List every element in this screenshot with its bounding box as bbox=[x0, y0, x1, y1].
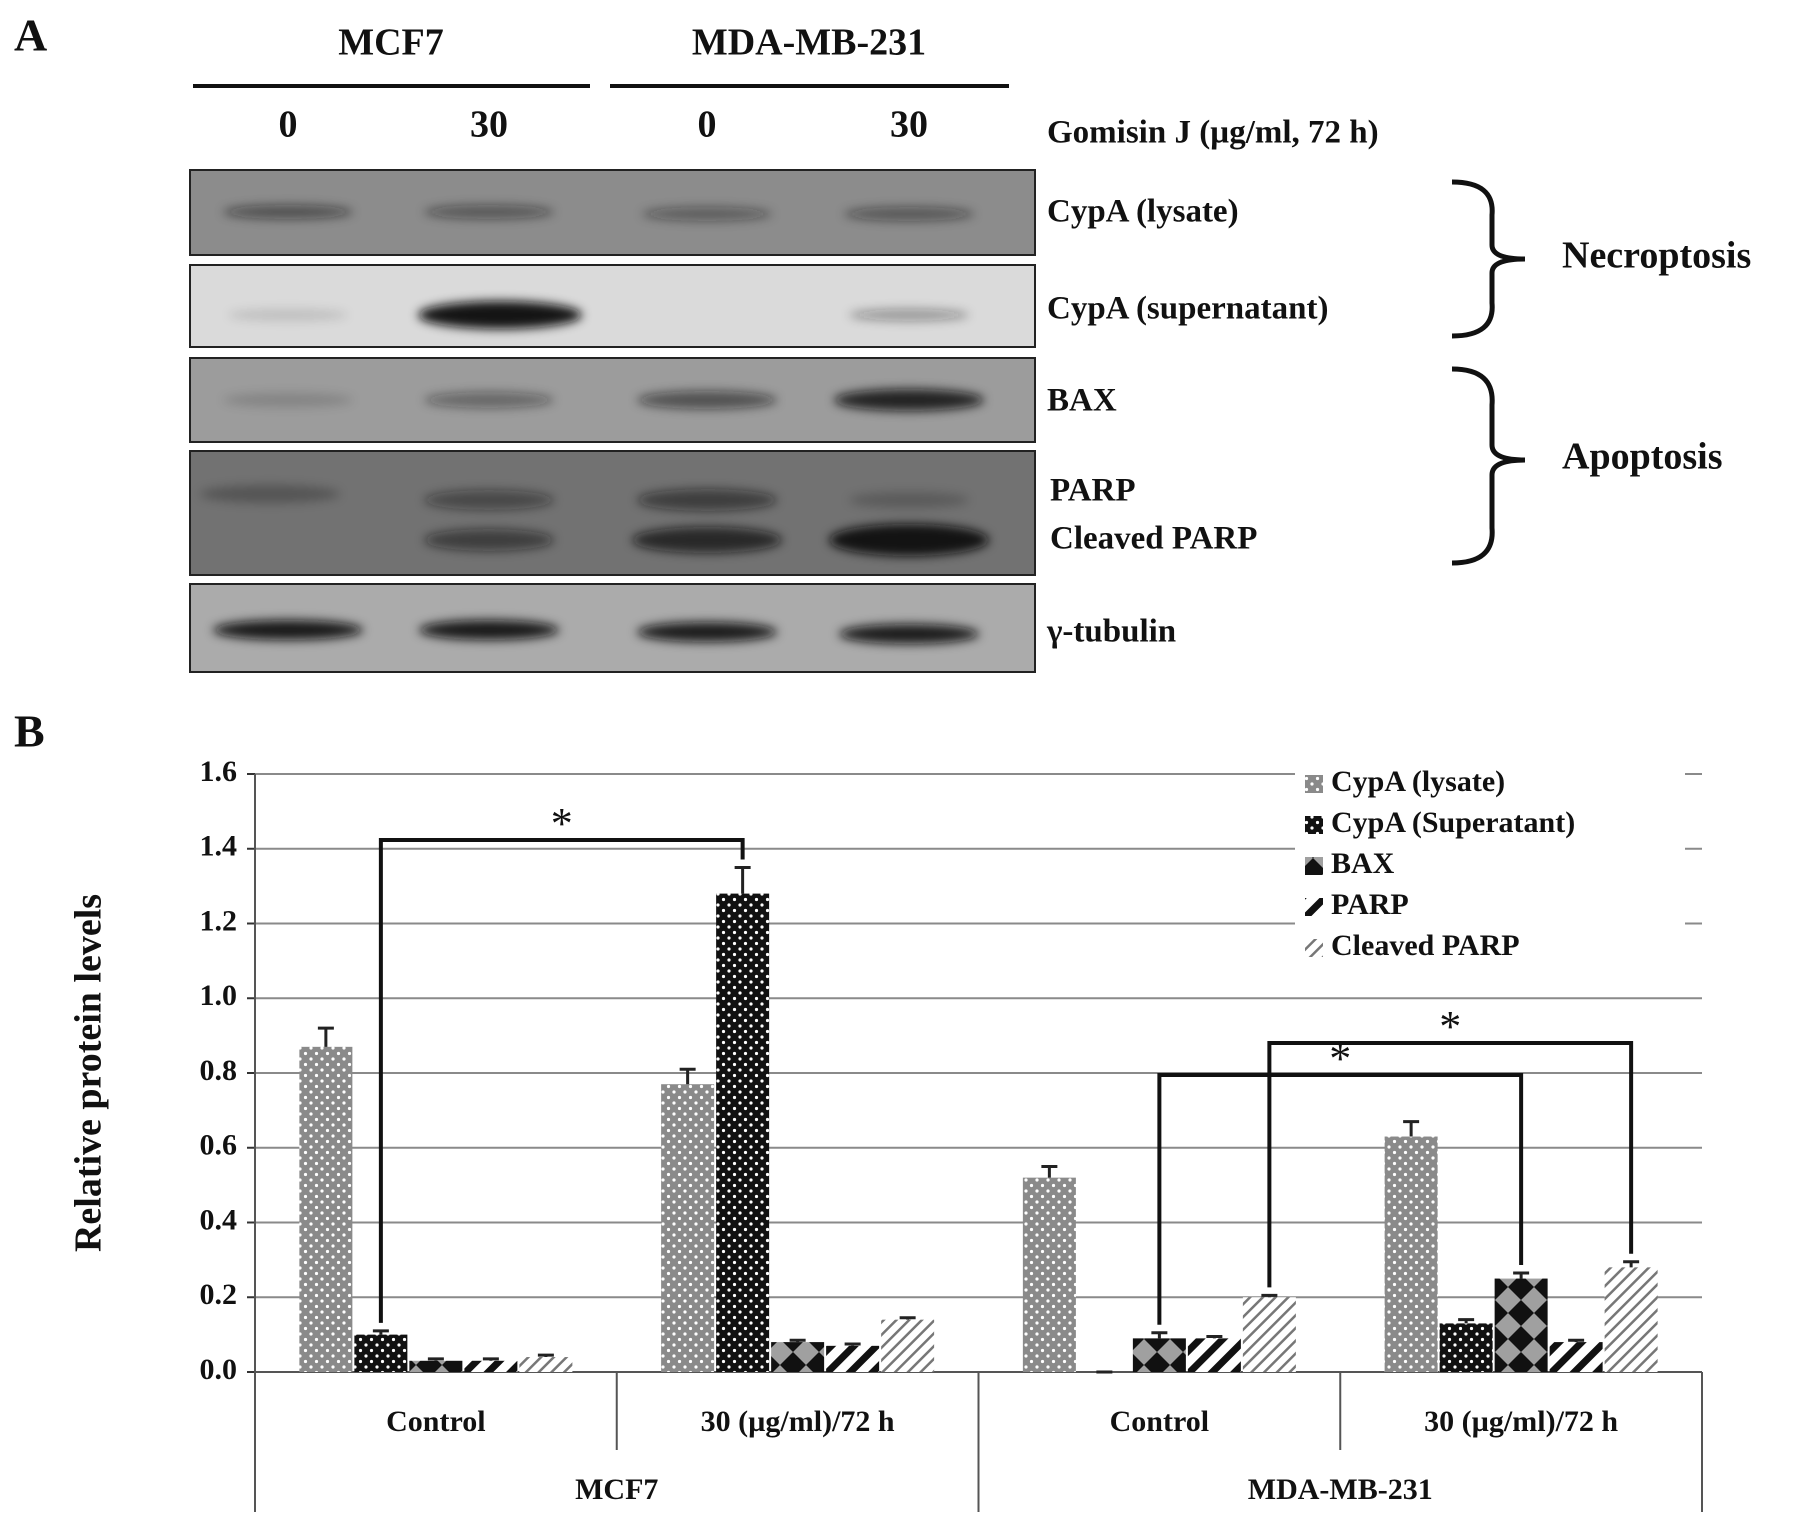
blot-label: CypA (lysate) bbox=[1047, 194, 1239, 230]
blot-label: BAX bbox=[1047, 383, 1117, 419]
dose: 30 bbox=[890, 104, 928, 146]
bar bbox=[1022, 1177, 1076, 1372]
error-bar bbox=[1623, 1260, 1640, 1268]
error-bar bbox=[1568, 1338, 1585, 1343]
y-tick-label: 1.2 bbox=[200, 904, 238, 937]
y-tick-label: 0.6 bbox=[200, 1129, 238, 1162]
bar bbox=[1384, 1136, 1438, 1372]
bar bbox=[1494, 1278, 1548, 1372]
error-bar bbox=[1403, 1120, 1420, 1137]
cell-line: MDA-MB-231 bbox=[692, 22, 926, 64]
legend-swatch bbox=[1305, 816, 1323, 834]
error-bar bbox=[1151, 1331, 1168, 1339]
legend-label: BAX bbox=[1331, 847, 1395, 880]
group-label: MCF7 bbox=[575, 1473, 658, 1506]
y-tick-label: 0.8 bbox=[200, 1054, 238, 1087]
dose: 0 bbox=[279, 104, 298, 146]
error-bar bbox=[1458, 1318, 1475, 1324]
error-bar bbox=[427, 1357, 444, 1361]
significance-label: * bbox=[551, 799, 573, 848]
braces bbox=[1451, 179, 1526, 566]
legend-swatch bbox=[1305, 857, 1323, 875]
blot-label: PARP bbox=[1050, 473, 1136, 509]
bar bbox=[826, 1345, 880, 1372]
y-tick-label: 1.0 bbox=[200, 979, 238, 1012]
bar bbox=[519, 1357, 573, 1372]
bar bbox=[771, 1342, 825, 1372]
x-tick-label: Control bbox=[386, 1405, 485, 1438]
error-bar bbox=[317, 1026, 334, 1047]
error-bar bbox=[679, 1067, 696, 1085]
error-bar bbox=[734, 865, 751, 894]
error-bar bbox=[899, 1316, 916, 1320]
error-bar bbox=[844, 1342, 861, 1346]
panel-label: A bbox=[14, 10, 47, 61]
error-bar bbox=[1513, 1271, 1530, 1279]
legend-swatch bbox=[1305, 775, 1323, 793]
bar bbox=[1132, 1338, 1186, 1372]
panel-label: B bbox=[14, 706, 45, 757]
bar bbox=[1549, 1342, 1603, 1372]
significance-bracket bbox=[1267, 1041, 1634, 1288]
error-bar bbox=[789, 1338, 806, 1343]
legend-box bbox=[1295, 762, 1685, 968]
bar bbox=[354, 1334, 408, 1372]
significance-bracket bbox=[1157, 1073, 1524, 1325]
y-tick-label: 1.4 bbox=[200, 830, 238, 863]
error-bar bbox=[482, 1357, 499, 1361]
blot-label: Cleaved PARP bbox=[1050, 521, 1257, 557]
bar bbox=[1242, 1297, 1296, 1372]
bar bbox=[661, 1084, 715, 1372]
bar bbox=[464, 1360, 518, 1372]
y-tick-label: 0.4 bbox=[200, 1203, 238, 1236]
blot-label: CypA (supernatant) bbox=[1047, 291, 1328, 327]
significance-bracket bbox=[378, 838, 745, 1323]
y-tick-label: 0.0 bbox=[200, 1353, 238, 1386]
x-tick-label: 30 (µg/ml)/72 h bbox=[701, 1405, 895, 1438]
legend-swatch bbox=[1305, 898, 1323, 916]
legend-label: Cleaved PARP bbox=[1331, 929, 1520, 962]
error-bar bbox=[1261, 1293, 1278, 1298]
error-bar bbox=[372, 1329, 389, 1335]
dose: 0 bbox=[698, 104, 717, 146]
significance-label: * bbox=[1439, 1002, 1461, 1051]
legend-label: CypA (Superatant) bbox=[1331, 806, 1575, 839]
blot bbox=[189, 169, 1036, 673]
bar bbox=[881, 1319, 935, 1372]
error-bar bbox=[1041, 1164, 1058, 1178]
bar bbox=[1604, 1267, 1658, 1372]
y-tick-label: 1.6 bbox=[200, 755, 238, 788]
legend-label: PARP bbox=[1331, 888, 1409, 921]
group-label: MDA-MB-231 bbox=[1248, 1473, 1433, 1506]
error-bar bbox=[1206, 1334, 1223, 1339]
group-label: Necroptosis bbox=[1562, 235, 1751, 277]
y-tick-label: 0.2 bbox=[200, 1278, 238, 1311]
group-label: Apoptosis bbox=[1562, 436, 1723, 478]
legend-label: CypA (lysate) bbox=[1331, 765, 1505, 798]
bands bbox=[200, 205, 989, 644]
significance-label: * bbox=[1329, 1034, 1351, 1083]
bar bbox=[1187, 1338, 1241, 1372]
bar bbox=[1439, 1323, 1493, 1372]
y-axis-title: Relative protein levels bbox=[68, 894, 110, 1252]
plot: 0.0 0.2 0.4 0.6 0.8 1.0 1.2 1.4 1.6 Control 30 (µg… bbox=[200, 755, 1703, 1512]
x-tick-label: 30 (µg/ml)/72 h bbox=[1424, 1405, 1618, 1438]
treatment: Gomisin J (µg/ml, 72 h) bbox=[1047, 115, 1379, 151]
dose: 30 bbox=[470, 104, 508, 146]
error-bar bbox=[537, 1353, 554, 1358]
bar bbox=[299, 1046, 353, 1372]
x-tick-label: Control bbox=[1110, 1405, 1209, 1438]
bar bbox=[716, 893, 770, 1372]
bar bbox=[409, 1360, 463, 1372]
cell-line: MCF7 bbox=[338, 22, 444, 64]
blot-label: γ-tubulin bbox=[1046, 614, 1176, 650]
legend-swatch bbox=[1305, 939, 1323, 957]
